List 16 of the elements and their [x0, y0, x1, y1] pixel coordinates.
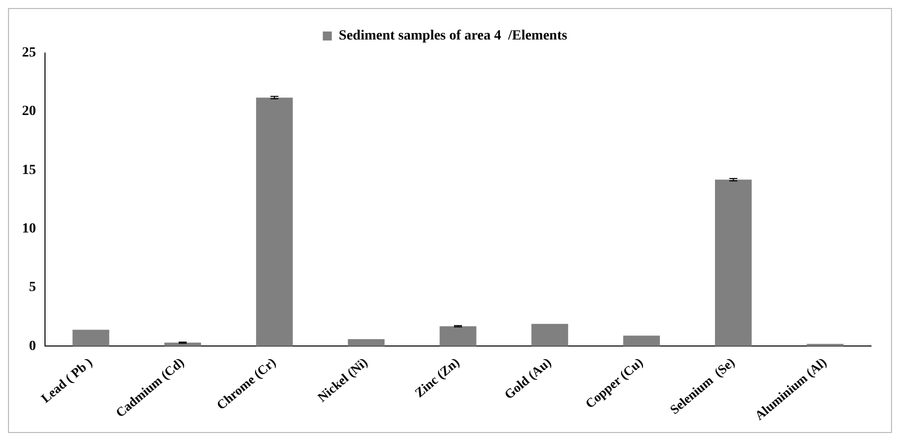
y-tick-label: 15 — [22, 162, 36, 178]
bar — [531, 324, 568, 346]
bar — [714, 180, 752, 346]
legend-label: Sediment samples of area 4 /Elements — [338, 28, 568, 44]
y-tick-label: 25 — [22, 46, 36, 61]
y-tick-label: 0 — [29, 338, 36, 354]
bar — [348, 339, 385, 346]
bar — [440, 326, 476, 346]
bar — [256, 98, 293, 346]
bar — [623, 336, 660, 346]
x-tick-label: Zinc (Zn) — [412, 354, 462, 400]
bar — [72, 330, 110, 346]
y-tick-label: 5 — [29, 280, 36, 296]
y-tick-label: 10 — [22, 222, 36, 237]
bar — [164, 342, 202, 346]
y-tick-label: 20 — [22, 104, 36, 120]
